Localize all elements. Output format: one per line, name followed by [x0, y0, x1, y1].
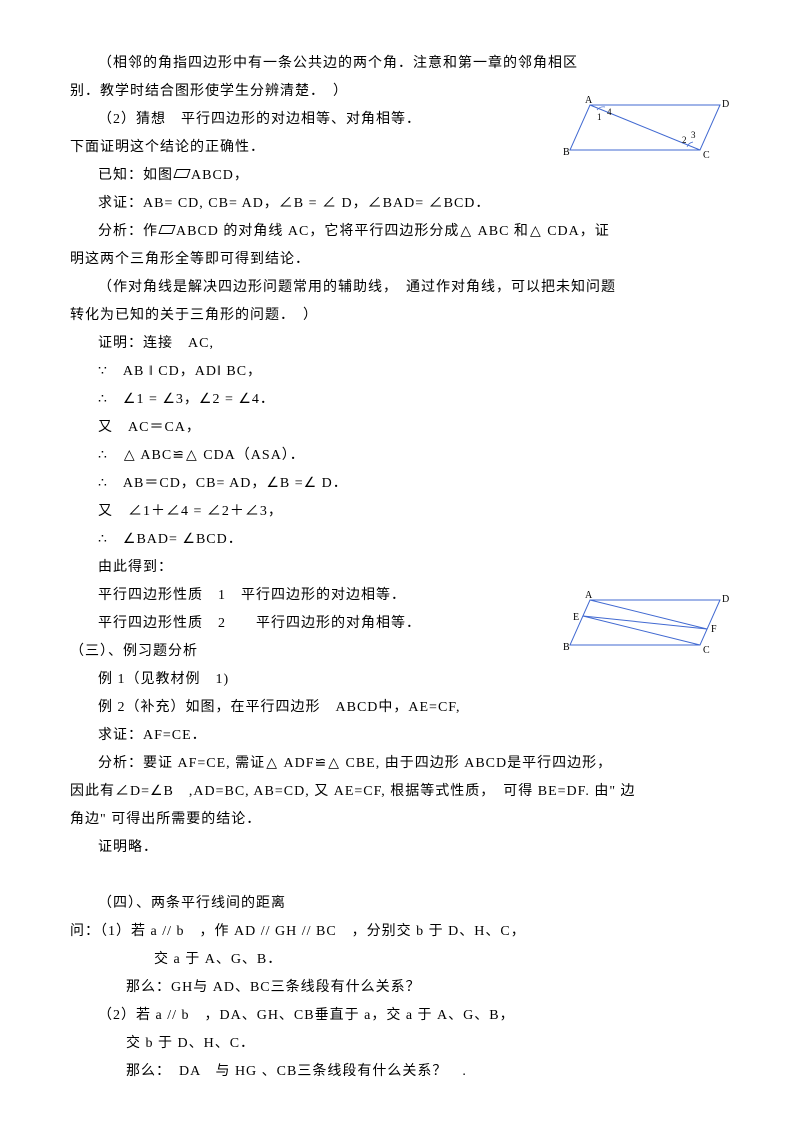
label-e: E	[573, 612, 580, 623]
p16: ∴ AB＝CD，CB= AD，∠B =∠ D．	[70, 470, 730, 498]
triangle-icon: △	[530, 218, 542, 246]
p28: 角边" 可得出所需要的结论．	[70, 806, 730, 834]
p32: 交 a 于 A、G、B．	[70, 946, 730, 974]
label-c: C	[703, 645, 711, 656]
p30: （四）、两条平行线间的距离	[70, 890, 730, 918]
p7: 分析：作ABCD 的对角线 AC，它将平行四边形分成△ ABC 和△ CDA，证	[70, 218, 730, 246]
label-b: B	[563, 147, 571, 158]
label-d: D	[722, 594, 730, 605]
triangle-icon: △	[266, 750, 278, 778]
blank-line	[70, 862, 730, 890]
p29: 证明略．	[70, 834, 730, 862]
triangle-icon: △	[328, 750, 340, 778]
document-body: （相邻的角指四边形中有一条公共边的两个角．注意和第一章的邻角相区 别．教学时结合…	[70, 50, 730, 1086]
figure-parallelogram-ef: A D B C E F	[560, 590, 735, 660]
p13: ∴ ∠1 = ∠3，∠2 = ∠4．	[70, 386, 730, 414]
triangle-icon: △	[460, 218, 472, 246]
parallelogram-icon	[158, 225, 175, 234]
line-af	[590, 600, 707, 629]
p12: ∵ AB ‖ CD，AD‖ BC，	[70, 358, 730, 386]
angle-4: 4	[607, 107, 613, 117]
p10: 转化为已知的关于三角形的问题． ）	[70, 302, 730, 330]
p15: ∴ △ ABC≌△ CDA（ASA）．	[70, 442, 730, 470]
p19: 由此得到：	[70, 554, 730, 582]
p35: 交 b 于 D、H、C．	[70, 1030, 730, 1058]
p33: 那么：GH与 AD、BC三条线段有什么关系？	[70, 974, 730, 1002]
label-c: C	[703, 150, 711, 161]
p1: （相邻的角指四边形中有一条公共边的两个角．注意和第一章的邻角相区	[70, 50, 730, 78]
triangle-icon: △	[124, 442, 136, 470]
p17: 又 ∠1＋∠4 = ∠2＋∠3，	[70, 498, 730, 526]
p5: 已知：如图ABCD，	[70, 162, 730, 190]
p9: （作对角线是解决四边形问题常用的辅助线， 通过作对角线，可以把未知问题	[70, 274, 730, 302]
p24: 例 2（补充）如图，在平行四边形 ABCD中，AE=CF,	[70, 694, 730, 722]
label-b: B	[563, 642, 571, 653]
p11: 证明：连接 AC,	[70, 330, 730, 358]
p14: 又 AC＝CA，	[70, 414, 730, 442]
parallelogram-icon	[173, 169, 190, 178]
p34: （2）若 a // b ，DA、GH、CB垂直于 a，交 a 于 A、G、B，	[70, 1002, 730, 1030]
label-f: F	[711, 624, 718, 635]
angle-3: 3	[691, 130, 697, 140]
p26: 分析：要证 AF=CE, 需证△ ADF≌△ CBE, 由于四边形 ABCD是平…	[70, 750, 730, 778]
p6: 求证：AB= CD, CB= AD，∠B = ∠ D，∠BAD= ∠BCD．	[70, 190, 730, 218]
p25: 求证：AF=CE．	[70, 722, 730, 750]
label-d: D	[722, 99, 730, 110]
p27: 因此有∠D=∠B ,AD=BC, AB=CD, 又 AE=CF, 根据等式性质，…	[70, 778, 730, 806]
angle-2: 2	[682, 135, 688, 145]
p23: 例 1（见教材例 1)	[70, 666, 730, 694]
line-ef	[583, 616, 707, 629]
label-a: A	[585, 95, 593, 106]
p36: 那么： DA 与 HG 、CB三条线段有什么关系？ .	[70, 1058, 730, 1086]
label-a: A	[585, 590, 593, 601]
line-ec	[583, 616, 700, 645]
p8: 明这两个三角形全等即可得到结论．	[70, 246, 730, 274]
figure-parallelogram-diagonal: A D B C 1 4 2 3	[560, 95, 735, 165]
triangle-icon: △	[186, 442, 198, 470]
p31: 问：（1）若 a // b ，作 AD // GH // BC ，分别交 b 于…	[70, 918, 730, 946]
angle-1: 1	[597, 112, 603, 122]
p18: ∴ ∠BAD= ∠BCD．	[70, 526, 730, 554]
